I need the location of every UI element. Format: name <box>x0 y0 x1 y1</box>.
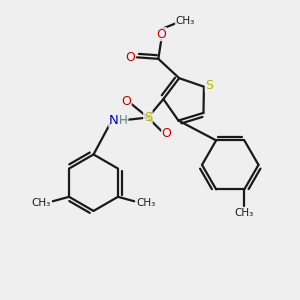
Text: S: S <box>205 79 213 92</box>
Text: CH₃: CH₃ <box>235 208 254 218</box>
Text: CH₃: CH₃ <box>32 198 51 208</box>
Text: H: H <box>119 114 128 127</box>
Text: O: O <box>156 28 166 41</box>
Text: CH₃: CH₃ <box>176 16 195 26</box>
Text: N: N <box>109 114 118 127</box>
Text: O: O <box>121 95 131 108</box>
Text: CH₃: CH₃ <box>136 198 155 208</box>
Text: O: O <box>162 128 172 140</box>
Text: S: S <box>144 111 152 124</box>
Text: O: O <box>125 51 135 64</box>
